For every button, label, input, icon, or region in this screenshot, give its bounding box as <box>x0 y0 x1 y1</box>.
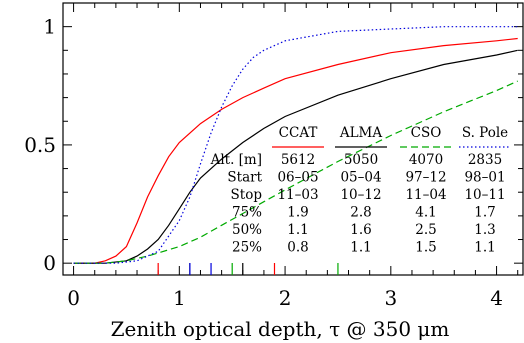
series-lines <box>73 26 518 264</box>
table-header: CSO <box>411 125 442 141</box>
x-tick-label: 1 <box>173 286 186 310</box>
table-cell: 2.8 <box>350 205 371 221</box>
table-header: CCAT <box>279 125 318 141</box>
x-axis-label: Zenith optical depth, τ @ 350 μm <box>111 317 450 341</box>
table-cell: 98–01 <box>464 170 505 186</box>
table-cell: 5612 <box>281 152 315 168</box>
table-cell: 1.3 <box>474 222 495 238</box>
table-cell: 10–11 <box>464 187 505 203</box>
table-row-label: Alt. [m] <box>210 152 262 168</box>
table-row-label: 50% <box>232 222 262 238</box>
table-cell: 1.7 <box>474 205 495 221</box>
table-cell: 06–05 <box>277 170 318 186</box>
table-row-label: 75% <box>232 205 262 221</box>
y-tick-label: 1 <box>43 15 56 39</box>
table-row-label: Start <box>227 170 262 186</box>
table-cell: 4070 <box>409 152 443 168</box>
table-header: S. Pole <box>462 125 508 141</box>
table-row-label: Stop <box>231 187 262 203</box>
y-tick-label: 0 <box>43 251 56 275</box>
table-cell: 1.1 <box>350 240 371 256</box>
site-table: CCAT ALMA CSO S. Pole Alt. [m] 5612 5050 4070 28… <box>210 125 511 256</box>
plot-frame <box>62 2 524 276</box>
x-tick-label: 4 <box>490 286 503 310</box>
table-cell: 2835 <box>468 152 502 168</box>
table-row-label: 25% <box>232 240 262 256</box>
series-line-1 <box>73 49 518 264</box>
table-cell: 1.9 <box>287 205 308 221</box>
table-cell: 97–12 <box>405 170 446 186</box>
table-cell: 05–04 <box>340 170 381 186</box>
x-tick-label: 3 <box>384 286 397 310</box>
table-cell: 0.8 <box>287 240 308 256</box>
median-markers <box>157 263 339 275</box>
table-cell: 1.1 <box>287 222 308 238</box>
table-cell: 1.5 <box>415 240 436 256</box>
x-tick-label: 0 <box>67 286 80 310</box>
x-tick-label: 2 <box>279 286 292 310</box>
series-line-2 <box>73 80 518 264</box>
table-cell: 1.1 <box>474 240 495 256</box>
series-line-3 <box>73 26 518 264</box>
series-line-0 <box>73 37 518 264</box>
table-cell: 10–12 <box>340 187 381 203</box>
table-cell: 5050 <box>344 152 378 168</box>
table-cell: 2.5 <box>415 222 436 238</box>
y-tick-label: 0.5 <box>24 133 56 157</box>
table-cell: 11–04 <box>405 187 446 203</box>
table-cell: 11–03 <box>277 187 318 203</box>
table-cell: 4.1 <box>415 205 436 221</box>
tick-labels: 0 1 2 3 4 0 0.5 1 <box>24 15 503 310</box>
axis-ticks <box>63 3 523 275</box>
table-header: ALMA <box>339 125 383 141</box>
table-cell: 1.6 <box>350 222 371 238</box>
